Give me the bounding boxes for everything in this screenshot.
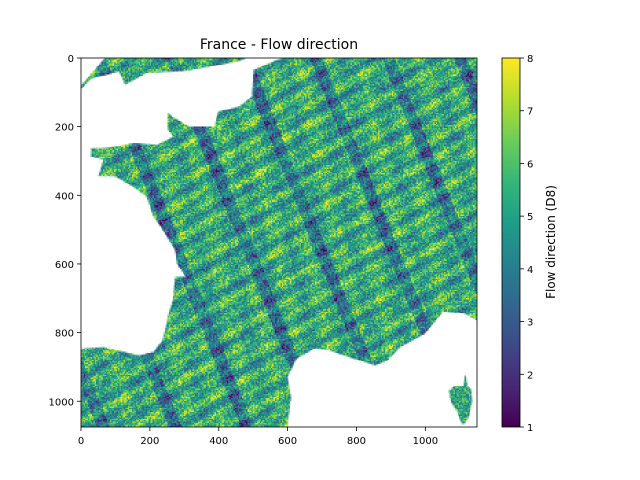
colorbar-tick-label: 6: [527, 159, 533, 170]
y-tick-label: 400: [55, 191, 74, 202]
colorbar-tick-label: 4: [527, 265, 533, 276]
colorbar-tick-label: 5: [527, 212, 533, 223]
x-tick-label: 600: [278, 436, 297, 447]
chart-title: France - Flow direction: [200, 37, 358, 53]
x-tick-label: 200: [140, 436, 159, 447]
y-tick-label: 800: [55, 329, 74, 340]
colorbar-tick-label: 7: [527, 107, 533, 118]
x-tick-label: 1000: [413, 436, 438, 447]
y-tick-label: 200: [55, 123, 74, 134]
y-axis-ticks: 0 200 400 600 800 1000: [49, 54, 81, 408]
x-tick-label: 800: [347, 436, 366, 447]
colorbar-tick-label: 3: [527, 318, 533, 329]
colorbar-tick-label: 8: [527, 54, 533, 65]
colorbar-gradient: [502, 58, 520, 427]
colorbar-ticks: 1 2 3 4 5 6 7 8: [520, 54, 533, 434]
y-tick-label: 1000: [49, 397, 74, 408]
colorbar-tick-label: 2: [527, 370, 533, 381]
colorbar-label: Flow direction (D8): [544, 185, 558, 299]
colorbar-frame: [501, 57, 521, 428]
axes-frame: [80, 57, 478, 428]
x-tick-label: 400: [209, 436, 228, 447]
x-tick-label: 0: [78, 436, 84, 447]
y-tick-label: 600: [55, 260, 74, 271]
flow-direction-raster: [81, 58, 477, 427]
x-axis-ticks: 0 200 400 600 800 1000: [78, 427, 438, 447]
y-tick-label: 0: [68, 54, 74, 65]
colorbar-tick-label: 1: [527, 423, 533, 434]
